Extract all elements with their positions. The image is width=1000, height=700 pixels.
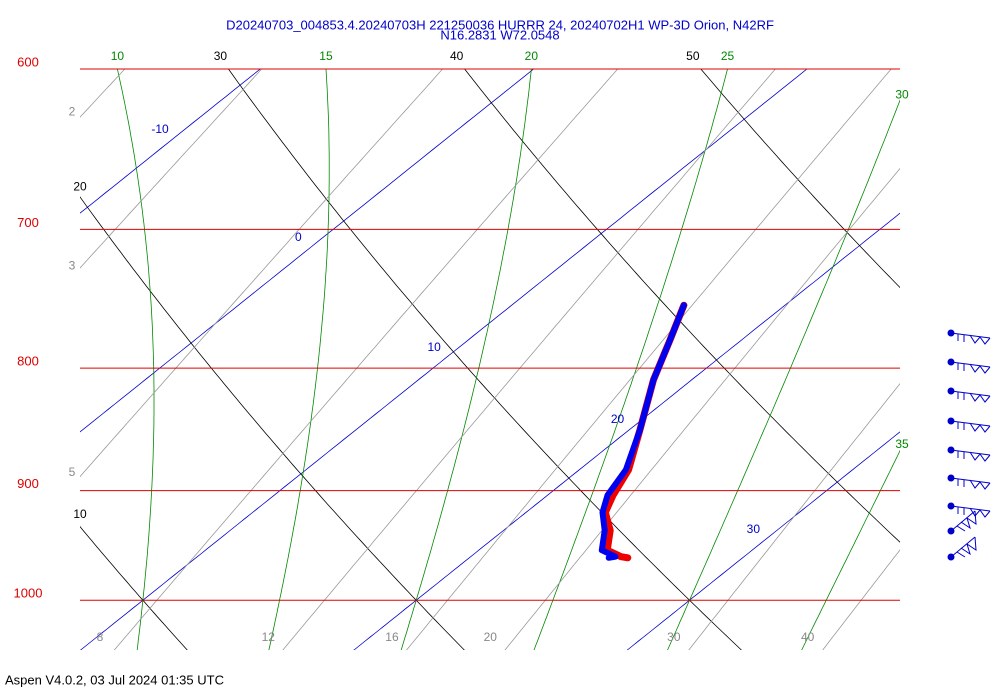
wind-barb [947,474,991,490]
mixing-ratio-line [822,549,900,650]
wind-barb [947,446,991,462]
wind-barb [947,417,991,433]
mixing-ratio-label: 12 [262,630,276,644]
mixing-ratio-label: 40 [801,630,815,644]
moist-adiabat [533,69,728,650]
mixing-ratio-label: 30 [667,630,681,644]
mixing-ratio-label: 8 [97,630,104,644]
mixing-ratio-line [282,69,776,650]
wind-barb-flags [957,363,991,374]
moist-adiabat-label: 15 [319,49,333,63]
moist-adiabat-label: 10 [111,49,125,63]
mixing-ratio-line [504,167,900,650]
y-tick-label: 700 [17,215,39,230]
dry-adiabat-label: 30 [214,49,228,63]
dry-adiabat [464,69,900,543]
wind-barb-flags [957,334,991,345]
wind-barb [947,329,991,345]
dry-adiabat [227,69,742,650]
wind-barb-flags [957,507,991,518]
mixing-ratio-line [113,69,619,650]
mixing-ratio-line [406,69,892,650]
isotherm-label: 30 [747,522,761,536]
isotherm-label: 10 [427,340,441,354]
wind-barb [947,510,977,535]
chart-subtitle: N16.2831 W72.0548 [440,27,559,42]
moist-adiabat-label: 30 [895,87,909,101]
dry-adiabat-label: 10 [73,507,87,521]
wind-barb [947,502,991,518]
wind-barb-flags [956,510,977,532]
isotherm [626,431,900,650]
mixing-ratio-label: 3 [69,258,76,272]
dry-adiabat [700,69,900,289]
wind-barb [947,358,991,374]
y-tick-label: 800 [17,354,39,369]
mixing-ratio-label: 20 [484,630,498,644]
sounding-trace [598,302,687,561]
moist-adiabat-label: 20 [525,49,539,63]
isotherm [80,69,808,650]
moist-adiabat-label: 25 [721,49,735,63]
dry-adiabat-label: 20 [73,179,87,193]
y-tick-label: 900 [17,476,39,491]
wind-barb-flags [957,479,991,490]
mixing-ratio-label: 2 [69,105,76,119]
chart-title: D20240703_004853.4.20240703H 221250036 H… [226,17,774,32]
mixing-ratio-line [80,69,126,118]
y-tick-label: 1000 [14,586,43,601]
mixing-ratio-line [80,69,263,269]
plot-area [80,69,900,650]
mixing-ratio-label: 16 [385,630,399,644]
isotherm-label: -10 [151,122,169,136]
moist-adiabat [268,69,330,650]
wind-barb-staff [950,510,976,532]
isotherm-label: 20 [611,412,625,426]
moist-adiabat [667,99,900,650]
mixing-ratio-line [688,383,900,650]
mixing-ratio-line [80,69,444,478]
moist-adiabat-label: 35 [895,437,909,451]
moist-adiabat [801,449,900,650]
y-tick-label: 600 [17,54,39,69]
isotherm [80,69,261,214]
wind-barb-staff [950,536,976,558]
moist-adiabat [116,69,155,650]
wind-barb [947,387,991,403]
isotherm-label: 0 [295,230,302,244]
wind-barb-flags [956,536,977,558]
wind-barb-flags [957,451,991,462]
dry-adiabat-label: 50 [686,49,700,63]
mixing-ratio-label: 5 [69,465,76,479]
wind-barb-flags [957,392,991,403]
dry-adiabat [80,196,465,650]
wind-barb-flags [957,422,991,433]
dry-adiabat [80,526,188,650]
moist-adiabat [400,69,532,650]
isotherm [353,212,900,650]
isotherm [80,69,535,433]
dry-adiabat-label: 40 [450,49,464,63]
wind-barb [947,536,977,561]
footer: Aspen V4.0.2, 03 Jul 2024 01:35 UTC [5,672,224,687]
